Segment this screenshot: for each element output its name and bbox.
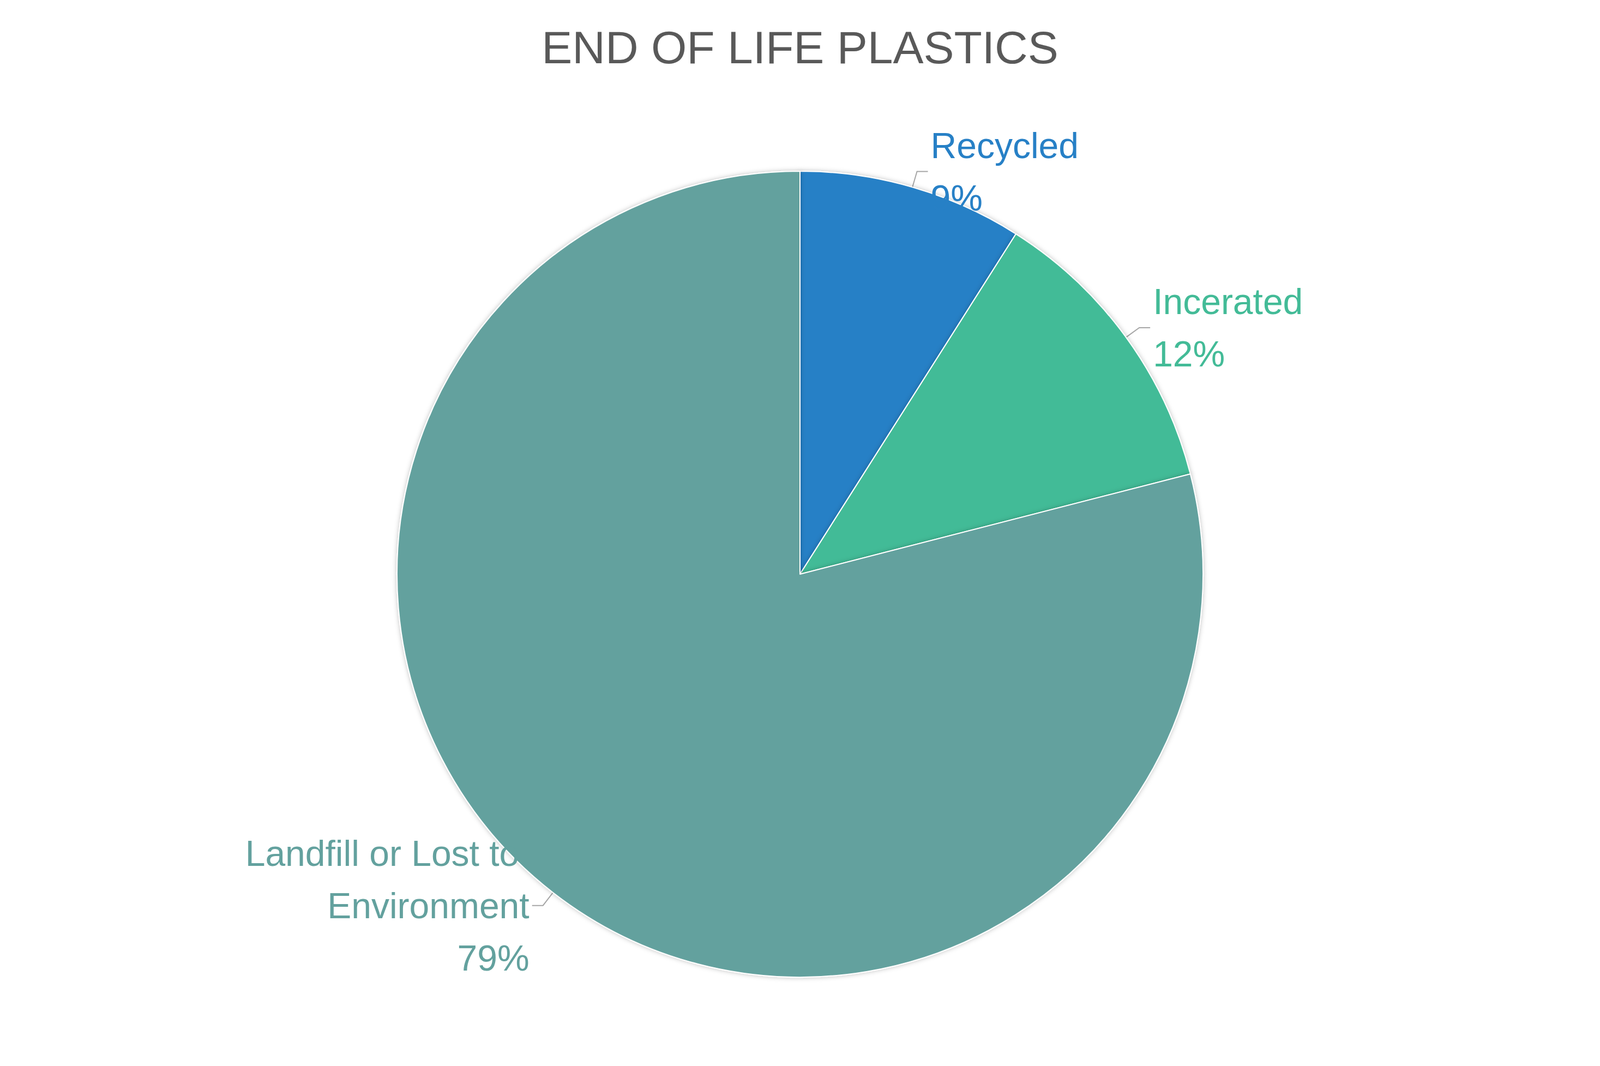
svg-text:Landfill or Lost to: Landfill or Lost to <box>245 833 530 874</box>
svg-text:79%: 79% <box>457 937 530 979</box>
svg-text:END OF LIFE PLASTICS: END OF LIFE PLASTICS <box>541 21 1059 74</box>
svg-text:12%: 12% <box>1152 333 1225 375</box>
svg-text:9%: 9% <box>930 177 983 219</box>
svg-text:Incerated: Incerated <box>1152 281 1303 322</box>
svg-text:Environment: Environment <box>327 885 530 926</box>
svg-text:Recycled: Recycled <box>930 125 1079 166</box>
